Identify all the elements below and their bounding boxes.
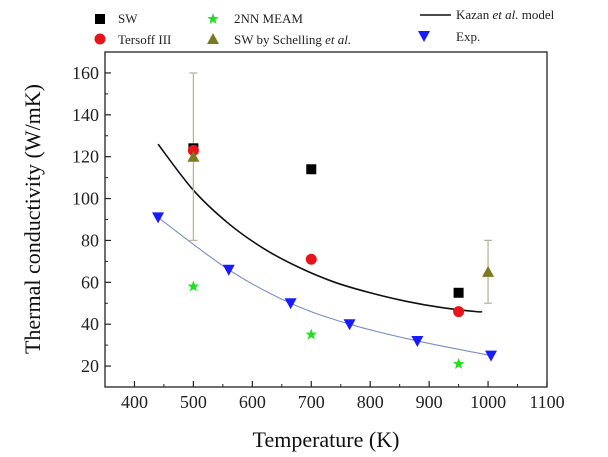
- x-tick-label: 700: [298, 392, 325, 412]
- legend-sw-swatch: [95, 14, 105, 24]
- legend-sw-label: SW: [118, 11, 138, 26]
- data-points: [152, 143, 498, 369]
- legend-exp-label: Exp.: [456, 29, 480, 44]
- y-tick-label: 80: [81, 230, 99, 250]
- exp-point: [284, 298, 297, 310]
- plot-frame: [104, 51, 548, 388]
- exp-point: [411, 335, 424, 347]
- x-tick-label: 900: [416, 392, 443, 412]
- kazan-et-al-model-line: [157, 143, 483, 313]
- exp-point: [343, 319, 356, 331]
- x-tick-label: 500: [180, 392, 207, 412]
- legend-2nn-meam-label: 2NN MEAM: [234, 11, 303, 26]
- x-tick-label: 1100: [529, 392, 564, 412]
- legend-sw-by-schelling-et-al-label: SW by Schelling et al.: [234, 32, 351, 47]
- y-tick-label: 40: [81, 314, 99, 334]
- legend-exp-swatch: [418, 31, 430, 42]
- sw-point: [453, 287, 464, 298]
- error-bars: [189, 72, 493, 304]
- y-tick-label: 100: [72, 189, 99, 209]
- tersoff-iii-point: [187, 144, 199, 156]
- x-axis-title: Temperature (K): [253, 427, 400, 452]
- legend: SW Tersoff III 2NN MEAM SW by Schelling et …: [94, 7, 555, 47]
- legend-kazan-et-al-model-label: Kazan et al. model: [456, 7, 555, 22]
- exp-point: [152, 212, 165, 224]
- sw-by-schelling-et-al-point: [482, 265, 495, 277]
- y-axis-title: Thermal conductivity (W/mK): [20, 84, 45, 354]
- sw-by-schelling-et-al-point: [187, 150, 200, 162]
- x-tick-label: 600: [239, 392, 266, 412]
- x-tick-label: 800: [357, 392, 384, 412]
- 2nn-meam-point: [452, 357, 465, 369]
- axis-ticks: 400 500 600 700 800 900 1000 1100 20 40 60 80 100 120…: [72, 63, 565, 412]
- y-tick-label: 140: [72, 105, 99, 125]
- legend-sw-by-schelling-et-al-swatch: [207, 33, 219, 44]
- y-tick-label: 60: [81, 272, 99, 292]
- exp-point: [485, 350, 498, 362]
- tersoff-iii-point: [453, 306, 465, 318]
- y-tick-label: 160: [72, 63, 99, 83]
- y-tick-label: 120: [72, 147, 99, 167]
- legend-tersoff-iii-label: Tersoff III: [118, 32, 171, 47]
- 2nn-meam-point: [305, 328, 317, 340]
- exp-line: [157, 216, 492, 357]
- sw-point: [306, 164, 317, 175]
- exp-point: [222, 264, 235, 276]
- 2nn-meam-point: [187, 280, 200, 292]
- tersoff-iii-point: [305, 253, 317, 265]
- x-tick-label: 400: [121, 392, 148, 412]
- y-tick-label: 20: [81, 356, 99, 376]
- series-lines: [157, 143, 492, 357]
- x-tick-label: 1000: [470, 392, 506, 412]
- legend-2nn-meam-swatch: [207, 13, 219, 24]
- legend-tersoff-iii-swatch: [94, 33, 106, 45]
